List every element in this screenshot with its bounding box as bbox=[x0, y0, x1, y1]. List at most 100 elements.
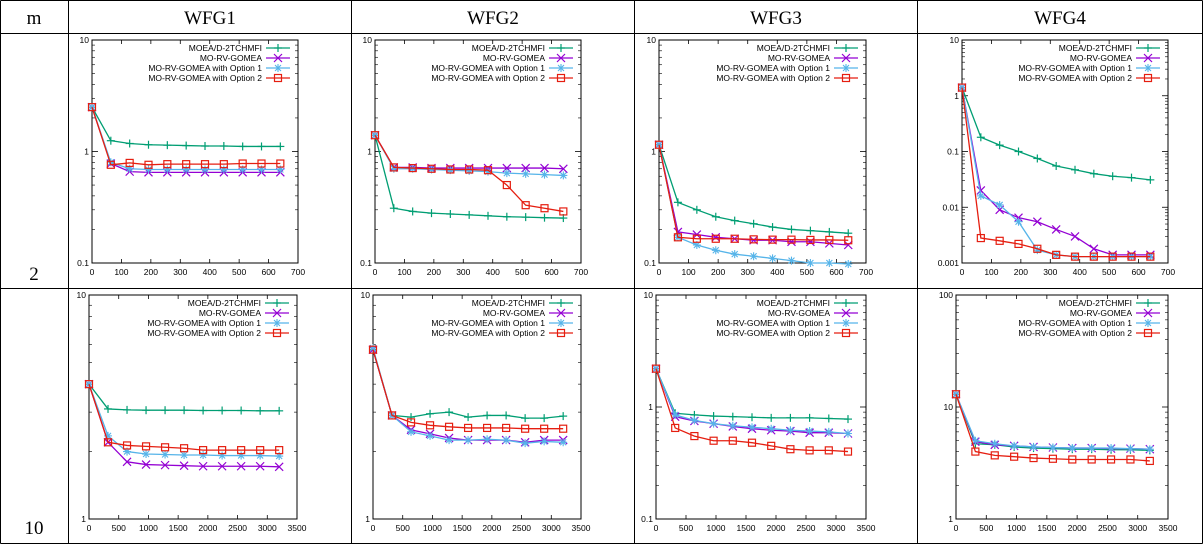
x-tick-label: 1500 bbox=[737, 523, 756, 533]
data-point bbox=[273, 319, 281, 327]
data-point bbox=[805, 446, 814, 455]
series-line bbox=[88, 383, 280, 451]
data-point bbox=[521, 424, 530, 433]
y-tick-label: 10 bbox=[644, 290, 654, 300]
data-point bbox=[559, 438, 568, 447]
x-tick-label: 500 bbox=[515, 267, 529, 277]
data-point bbox=[1048, 443, 1057, 452]
data-point bbox=[654, 140, 664, 149]
header-wfg4: WFG4 bbox=[1034, 8, 1086, 29]
chart-wfg3-m10: 0 500 1000 1500 2000 2500 3000 3500 0.1 1 10 MOEA/D… bbox=[641, 290, 876, 533]
data-point bbox=[1143, 308, 1153, 318]
x-tick-label: 1500 bbox=[453, 523, 472, 533]
x-tick-label: 300 bbox=[456, 267, 470, 277]
series-line bbox=[91, 106, 281, 174]
data-point bbox=[217, 461, 227, 471]
y-tick-label: 0.1 bbox=[360, 258, 372, 268]
data-point bbox=[1089, 244, 1099, 254]
data-point bbox=[841, 328, 851, 338]
data-point bbox=[273, 73, 283, 83]
x-tick-label: 200 bbox=[144, 267, 158, 277]
data-point bbox=[1029, 442, 1038, 451]
legend-label: MO-RV-GOMEA bbox=[483, 308, 546, 318]
x-tick-label: 2000 bbox=[482, 523, 501, 533]
data-point bbox=[1145, 456, 1154, 466]
data-point bbox=[990, 439, 999, 448]
legend-label: MO-RV-GOMEA with Option 1 bbox=[431, 318, 545, 328]
x-tick-label: 500 bbox=[679, 523, 693, 533]
data-point bbox=[557, 319, 565, 327]
x-tick-label: 500 bbox=[396, 523, 410, 533]
data-point bbox=[711, 232, 721, 242]
y-tick-label: 1 bbox=[954, 91, 959, 101]
data-point bbox=[957, 83, 967, 92]
data-point bbox=[521, 439, 530, 448]
legend-label: MOEA/D-2TCHMFI bbox=[189, 43, 262, 53]
x-tick-label: 3000 bbox=[542, 523, 561, 533]
data-point bbox=[257, 159, 266, 168]
data-point bbox=[218, 451, 227, 460]
data-point bbox=[655, 140, 663, 149]
data-point bbox=[1070, 252, 1080, 261]
data-point bbox=[465, 166, 474, 175]
data-point bbox=[1051, 225, 1061, 234]
data-point bbox=[976, 233, 985, 243]
data-point bbox=[1146, 252, 1155, 261]
data-point bbox=[257, 165, 266, 174]
data-point bbox=[556, 308, 566, 318]
data-point bbox=[1107, 444, 1116, 453]
data-point bbox=[1029, 453, 1038, 463]
data-point bbox=[122, 441, 132, 450]
x-tick-label: 300 bbox=[173, 267, 187, 277]
data-point bbox=[841, 308, 851, 318]
y-tick-label: 0.001 bbox=[938, 258, 960, 268]
data-point bbox=[274, 64, 282, 72]
data-point bbox=[728, 436, 737, 445]
data-point bbox=[369, 343, 377, 352]
data-point bbox=[709, 419, 718, 428]
data-point bbox=[389, 164, 398, 173]
y-tick-label: 10 bbox=[77, 290, 87, 300]
data-point bbox=[843, 447, 853, 456]
series-line bbox=[955, 393, 1150, 450]
data-point bbox=[711, 246, 720, 255]
data-point bbox=[786, 445, 795, 454]
legend-label: MO-RV-GOMEA with Option 2 bbox=[431, 328, 545, 338]
data-point bbox=[990, 451, 999, 460]
data-point bbox=[123, 447, 132, 456]
data-point bbox=[1048, 454, 1058, 463]
data-point bbox=[692, 234, 701, 243]
data-point bbox=[787, 256, 796, 265]
x-tick-label: 500 bbox=[1102, 267, 1116, 277]
header-wfg1: WFG1 bbox=[184, 8, 236, 29]
row-label-m10: 10 bbox=[25, 518, 44, 539]
data-point bbox=[843, 240, 853, 250]
data-point bbox=[464, 436, 473, 445]
data-point bbox=[1089, 252, 1098, 261]
data-point bbox=[787, 235, 796, 244]
series-line bbox=[374, 134, 564, 170]
data-point bbox=[483, 166, 493, 175]
data-point bbox=[483, 423, 492, 433]
series-line bbox=[961, 87, 1151, 258]
data-point bbox=[1087, 444, 1096, 453]
data-point bbox=[673, 233, 683, 242]
data-point bbox=[180, 451, 189, 460]
data-point bbox=[236, 461, 246, 471]
data-point bbox=[558, 164, 568, 174]
y-tick-label: 0.1 bbox=[641, 514, 653, 524]
data-point bbox=[276, 165, 285, 174]
x-tick-label: 3500 bbox=[1159, 523, 1178, 533]
x-tick-label: 0 bbox=[654, 523, 659, 533]
x-tick-label: 3000 bbox=[258, 523, 277, 533]
series-line bbox=[658, 144, 849, 241]
data-point bbox=[1014, 213, 1023, 223]
data-point bbox=[841, 73, 851, 83]
chart-wfg1-m10: 0 500 1000 1500 2000 2500 3000 3500 1 10 MOEA/D-2T… bbox=[77, 290, 307, 533]
data-point bbox=[841, 53, 851, 63]
data-point bbox=[844, 259, 853, 268]
data-point bbox=[671, 410, 680, 419]
x-tick-label: 500 bbox=[232, 267, 246, 277]
legend-label: MOEA/D-2TCHMFI bbox=[188, 298, 261, 308]
